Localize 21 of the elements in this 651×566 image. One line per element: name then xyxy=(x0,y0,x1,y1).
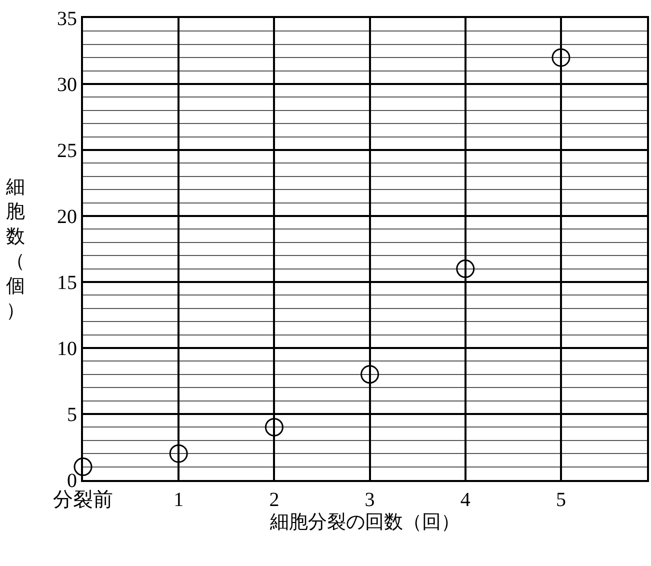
y-axis-title: 細胞数（個） xyxy=(5,176,25,322)
x-tick-label: 2 xyxy=(269,489,280,511)
x-tick-label: 分裂前 xyxy=(53,489,113,511)
y-tick-label: 20 xyxy=(57,206,77,228)
point xyxy=(456,260,475,278)
y-tick-label: 30 xyxy=(57,74,77,96)
y-tick-label: 15 xyxy=(57,272,77,294)
x-tick-label: 3 xyxy=(364,489,375,511)
x-axis-title: 細胞分裂の回数（回） xyxy=(269,511,460,533)
point xyxy=(264,418,284,436)
x-tick-label: 1 xyxy=(174,489,184,511)
point xyxy=(169,444,188,463)
y-tick-label: 0 xyxy=(67,470,77,492)
y-tick-label: 10 xyxy=(57,338,77,360)
y-tick-label: 25 xyxy=(57,140,77,162)
y-tick-label: 35 xyxy=(57,8,77,30)
point xyxy=(552,48,570,67)
x-tick-label: 5 xyxy=(556,489,566,511)
x-tick-label: 4 xyxy=(460,489,470,511)
y-tick-label: 5 xyxy=(67,404,77,426)
point xyxy=(360,365,380,384)
